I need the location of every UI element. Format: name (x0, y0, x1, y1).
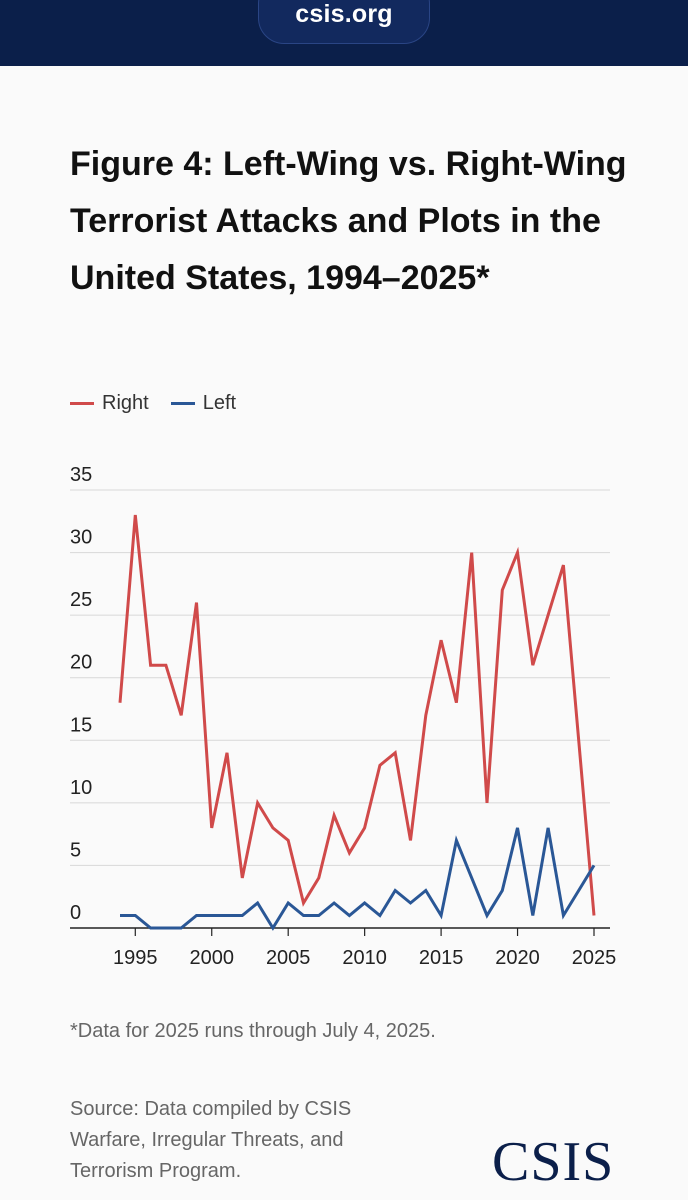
x-tick-label: 1995 (113, 947, 158, 969)
y-tick-label: 35 (70, 464, 92, 486)
address-bar[interactable]: csis.org (258, 0, 430, 44)
legend-label-right: Right (102, 392, 149, 414)
y-tick-label: 20 (70, 652, 92, 674)
legend-swatch-right (70, 402, 94, 405)
x-tick-label: 2025 (572, 947, 617, 969)
x-tick-label: 2005 (266, 947, 311, 969)
y-tick-label: 25 (70, 589, 92, 611)
url-text: csis.org (295, 0, 393, 28)
legend-item-right: Right (70, 392, 149, 415)
chart-title: Figure 4: Left-Wing vs. Right-Wing Terro… (70, 145, 627, 297)
source-note: Source: Data compiled by CSIS Warfare, I… (70, 1098, 352, 1182)
csis-logo: CSIS (492, 1131, 615, 1193)
y-tick-label: 0 (70, 902, 81, 924)
browser-top-bar: csis.org (0, 0, 688, 66)
series-line-right (118, 514, 596, 916)
x-tick-label: 2000 (189, 947, 234, 969)
legend-item-left: Left (170, 392, 237, 415)
x-tick-label: 2015 (419, 947, 464, 969)
y-tick-label: 10 (70, 777, 92, 799)
series-line-left (120, 827, 596, 931)
legend-label-left: Left (202, 392, 237, 414)
footnote: *Data for 2025 runs through July 4, 2025… (70, 1020, 436, 1042)
chart-legend: Right Left (70, 392, 258, 415)
y-tick-label: 15 (70, 714, 92, 736)
y-tick-label: 30 (70, 527, 92, 549)
x-tick-label: 2020 (495, 947, 540, 969)
legend-swatch-left (170, 402, 195, 405)
x-tick-label: 2010 (342, 947, 387, 969)
y-tick-label: 5 (70, 839, 81, 861)
